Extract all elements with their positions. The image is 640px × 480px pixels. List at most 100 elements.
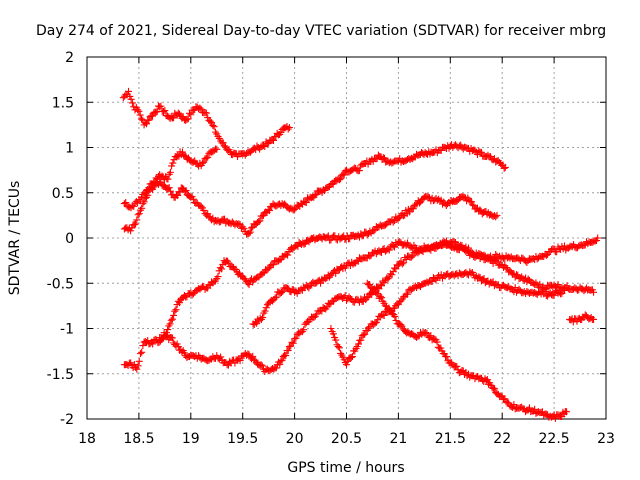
data-point xyxy=(460,193,468,201)
y-tick-label: 0 xyxy=(65,231,74,247)
data-point xyxy=(560,286,568,294)
data-point xyxy=(272,293,280,301)
data-point xyxy=(409,205,417,213)
data-point xyxy=(271,294,279,302)
y-tick-label: 0.5 xyxy=(52,186,74,202)
data-point xyxy=(437,344,445,352)
data-point xyxy=(300,326,308,334)
data-point xyxy=(370,227,378,235)
data-point xyxy=(415,199,423,207)
data-point xyxy=(263,140,271,148)
data-point xyxy=(398,260,406,268)
data-point xyxy=(204,153,212,161)
data-point xyxy=(171,307,179,315)
data-point xyxy=(143,120,151,128)
data-point xyxy=(133,365,141,373)
data-point xyxy=(204,210,212,218)
data-point xyxy=(272,364,280,372)
data-point xyxy=(385,246,393,254)
series-arc-4 xyxy=(120,192,501,373)
data-point xyxy=(378,248,386,256)
data-point xyxy=(189,106,197,114)
data-point xyxy=(399,212,407,220)
data-point xyxy=(501,395,509,403)
data-point xyxy=(122,199,130,207)
data-point xyxy=(167,333,175,341)
data-point xyxy=(469,201,477,209)
data-point xyxy=(277,128,285,136)
data-point xyxy=(140,198,148,206)
data-point xyxy=(126,92,134,100)
data-point xyxy=(165,184,173,192)
data-point xyxy=(135,107,143,115)
data-point xyxy=(335,176,343,184)
data-point xyxy=(407,253,415,261)
data-point xyxy=(206,117,214,125)
y-tick-label: -2 xyxy=(60,412,74,428)
data-point xyxy=(450,238,458,246)
data-point xyxy=(366,281,374,289)
data-point xyxy=(258,362,266,370)
data-point xyxy=(285,343,293,351)
data-point xyxy=(343,361,350,369)
data-point xyxy=(167,316,175,324)
data-point xyxy=(359,331,367,339)
data-point xyxy=(166,187,174,195)
data-point xyxy=(213,145,221,153)
data-point xyxy=(453,362,461,370)
data-point xyxy=(424,193,432,201)
series-arc-6 xyxy=(249,234,602,328)
data-point xyxy=(132,220,140,228)
data-point xyxy=(505,399,513,407)
data-point xyxy=(218,265,226,273)
data-point xyxy=(256,217,264,225)
data-point xyxy=(502,264,510,272)
data-point xyxy=(311,191,319,199)
data-point xyxy=(157,102,165,110)
data-point xyxy=(284,125,292,133)
data-point xyxy=(289,339,297,347)
data-point xyxy=(248,224,256,232)
data-point xyxy=(492,250,500,258)
data-point xyxy=(388,271,396,279)
data-point xyxy=(261,307,269,315)
x-tick-label: 20 xyxy=(286,431,304,447)
data-point xyxy=(590,315,598,323)
data-point xyxy=(130,202,138,210)
data-point xyxy=(380,311,388,319)
data-point xyxy=(392,265,400,273)
data-point xyxy=(269,136,277,144)
data-point xyxy=(443,353,451,361)
data-point xyxy=(292,334,300,342)
x-tick-labels: 18 18.5 19 19.5 20 20.5 21 21.5 22 22.5 23 xyxy=(78,431,615,447)
data-point xyxy=(476,206,484,214)
data-point xyxy=(590,288,598,296)
data-point xyxy=(348,353,356,361)
data-point xyxy=(291,335,299,343)
y-axis-label: SDTVAR / TECUs xyxy=(7,181,23,296)
data-point xyxy=(166,168,174,176)
data-point xyxy=(403,290,411,298)
data-point xyxy=(200,206,208,214)
data-point xyxy=(475,273,483,281)
data-point xyxy=(363,231,371,239)
y-tick-label: 1.5 xyxy=(52,95,74,111)
data-point xyxy=(277,289,285,297)
data-point xyxy=(134,211,142,219)
data-point xyxy=(357,336,365,344)
series-arc-2 xyxy=(120,145,221,212)
data-point xyxy=(331,232,339,240)
data-points xyxy=(119,87,602,422)
data-point xyxy=(334,343,342,351)
data-point xyxy=(434,243,442,251)
data-point xyxy=(137,115,145,123)
series-arc-9 xyxy=(566,311,598,326)
data-point xyxy=(245,229,253,237)
y-tick-label: -0.5 xyxy=(47,276,74,292)
data-point xyxy=(337,175,345,183)
data-point xyxy=(477,251,485,259)
data-point xyxy=(169,159,177,167)
data-point xyxy=(134,362,142,370)
data-point xyxy=(340,171,348,179)
